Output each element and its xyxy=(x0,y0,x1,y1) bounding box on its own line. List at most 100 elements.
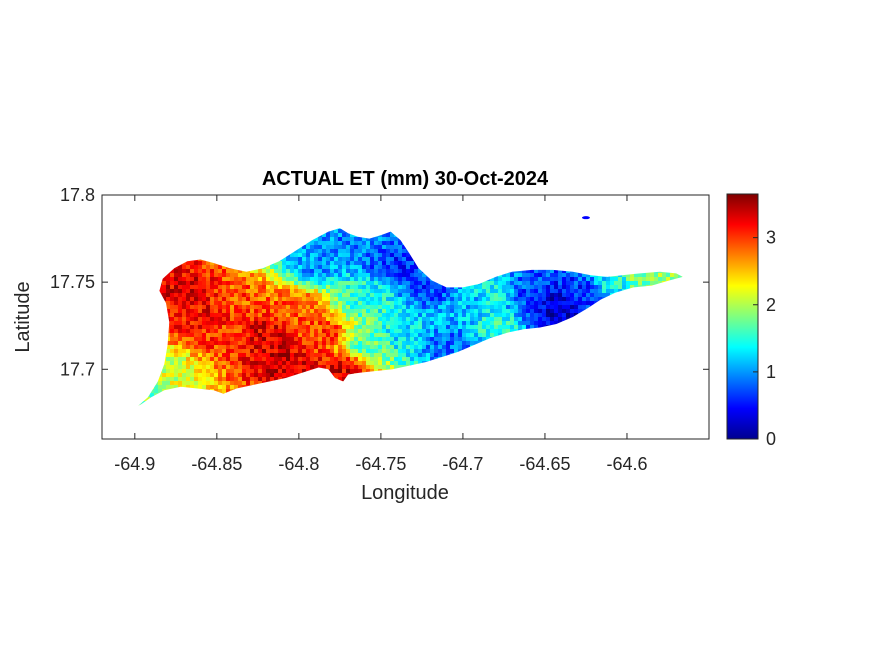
et-cell xyxy=(422,313,426,317)
et-cell xyxy=(178,293,182,297)
et-cell xyxy=(298,249,302,253)
et-cell xyxy=(394,341,398,345)
et-cell xyxy=(178,365,182,369)
et-cell xyxy=(522,297,526,301)
et-cell xyxy=(202,293,206,297)
et-cell xyxy=(398,333,402,337)
et-cell xyxy=(274,265,278,269)
et-cell xyxy=(234,353,238,357)
et-cell xyxy=(254,273,258,277)
et-cell xyxy=(338,325,342,329)
et-cell xyxy=(370,317,374,321)
et-cell xyxy=(194,337,198,341)
et-cell xyxy=(194,325,198,329)
et-cell xyxy=(290,321,294,325)
et-cell xyxy=(214,345,218,349)
et-cell xyxy=(306,265,310,269)
et-cell xyxy=(358,261,362,265)
et-cell xyxy=(230,273,234,277)
et-cell xyxy=(258,377,262,381)
et-cell xyxy=(498,313,502,317)
et-cell xyxy=(206,353,210,357)
et-cell xyxy=(258,345,262,349)
et-cell xyxy=(262,349,266,353)
et-cell xyxy=(306,261,310,265)
et-cell xyxy=(258,349,262,353)
et-cell xyxy=(206,265,210,269)
et-cell xyxy=(262,269,266,273)
et-cell xyxy=(466,325,470,329)
et-cell xyxy=(458,309,462,313)
et-cell xyxy=(354,309,358,313)
et-cell xyxy=(214,301,218,305)
et-cell xyxy=(178,381,182,385)
et-cell xyxy=(366,357,370,361)
et-cell xyxy=(158,381,162,385)
et-cell xyxy=(358,269,362,273)
et-cell xyxy=(326,233,330,237)
et-cell xyxy=(290,317,294,321)
et-cell xyxy=(318,329,322,333)
et-cell xyxy=(306,241,310,245)
et-cell xyxy=(470,313,474,317)
et-cell xyxy=(506,305,510,309)
et-cell xyxy=(174,297,178,301)
et-cell xyxy=(458,333,462,337)
et-cell xyxy=(290,325,294,329)
et-cell xyxy=(270,321,274,325)
et-cell xyxy=(298,329,302,333)
et-cell xyxy=(338,365,342,369)
et-cell xyxy=(222,333,226,337)
et-cell xyxy=(346,277,350,281)
et-cell xyxy=(398,365,402,369)
et-cell xyxy=(434,345,438,349)
et-cell xyxy=(234,345,238,349)
et-cell xyxy=(210,353,214,357)
et-cell xyxy=(246,357,250,361)
et-cell xyxy=(418,281,422,285)
et-cell xyxy=(190,281,194,285)
et-cell xyxy=(386,265,390,269)
et-cell xyxy=(314,337,318,341)
et-cell xyxy=(342,357,346,361)
et-cell xyxy=(294,249,298,253)
et-cell xyxy=(310,313,314,317)
et-cell xyxy=(234,357,238,361)
et-cell xyxy=(178,349,182,353)
et-cell xyxy=(382,365,386,369)
et-cell xyxy=(418,353,422,357)
et-cell xyxy=(378,297,382,301)
et-cell xyxy=(302,245,306,249)
et-cell xyxy=(174,385,178,389)
et-cell xyxy=(358,353,362,357)
et-cell xyxy=(358,361,362,365)
et-cell xyxy=(246,325,250,329)
et-cell xyxy=(214,365,218,369)
et-cell xyxy=(314,349,318,353)
et-cell xyxy=(366,309,370,313)
et-cell xyxy=(358,357,362,361)
et-cell xyxy=(238,349,242,353)
et-cell xyxy=(330,313,334,317)
et-cell xyxy=(202,265,206,269)
et-cell xyxy=(362,241,366,245)
et-cell xyxy=(186,277,190,281)
et-cell xyxy=(414,289,418,293)
et-cell xyxy=(230,321,234,325)
et-cell xyxy=(170,321,174,325)
et-cell xyxy=(218,329,222,333)
et-cell xyxy=(406,309,410,313)
et-cell xyxy=(438,289,442,293)
et-cell xyxy=(354,265,358,269)
et-cell xyxy=(290,289,294,293)
et-cell xyxy=(526,277,530,281)
et-cell xyxy=(270,317,274,321)
et-cell xyxy=(346,353,350,357)
et-cell xyxy=(202,261,206,265)
et-cell xyxy=(182,361,186,365)
et-cell xyxy=(186,317,190,321)
et-cell xyxy=(410,297,414,301)
et-cell xyxy=(278,281,282,285)
et-cell xyxy=(318,249,322,253)
et-cell xyxy=(314,293,318,297)
